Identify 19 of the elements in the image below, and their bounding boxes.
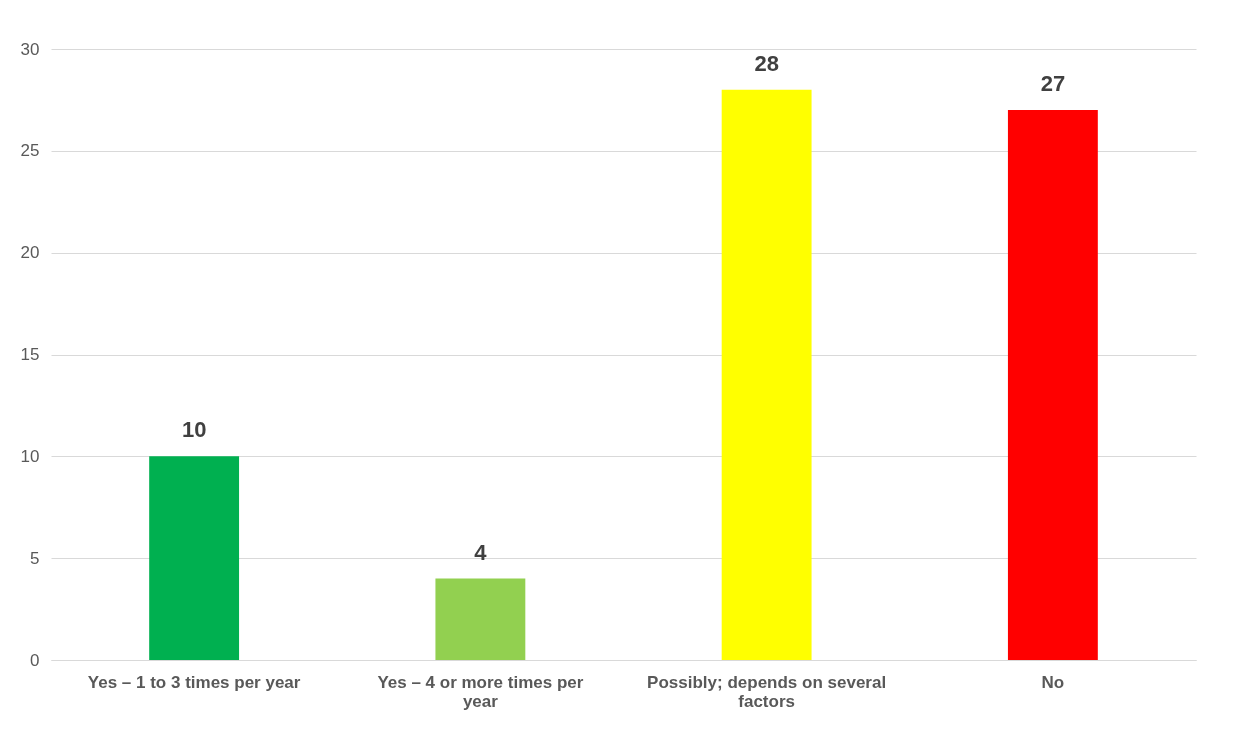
data-label: 27	[1040, 71, 1066, 97]
x-tick-label: Possibly; depends on several factors	[647, 672, 887, 711]
data-label: 28	[754, 50, 779, 76]
x-tick-label: No	[1041, 672, 1065, 692]
data-label: 4	[474, 539, 488, 565]
y-tick-label: 10	[20, 446, 40, 466]
x-tick-label: Yes – 4 or more times per year	[377, 672, 584, 711]
y-tick-label: 30	[20, 39, 40, 59]
bar	[721, 89, 812, 660]
bar	[1007, 110, 1098, 660]
y-tick-label: 20	[20, 243, 40, 263]
bar	[149, 456, 240, 660]
y-tick-label: 15	[20, 345, 40, 364]
x-tick-label: Yes – 1 to 3 times per year	[87, 672, 301, 692]
y-tick-label: 5	[30, 548, 40, 568]
data-label: 10	[181, 417, 207, 443]
y-tick-label: 25	[20, 141, 40, 161]
bar	[435, 578, 526, 660]
y-tick-label: 0	[30, 650, 40, 670]
